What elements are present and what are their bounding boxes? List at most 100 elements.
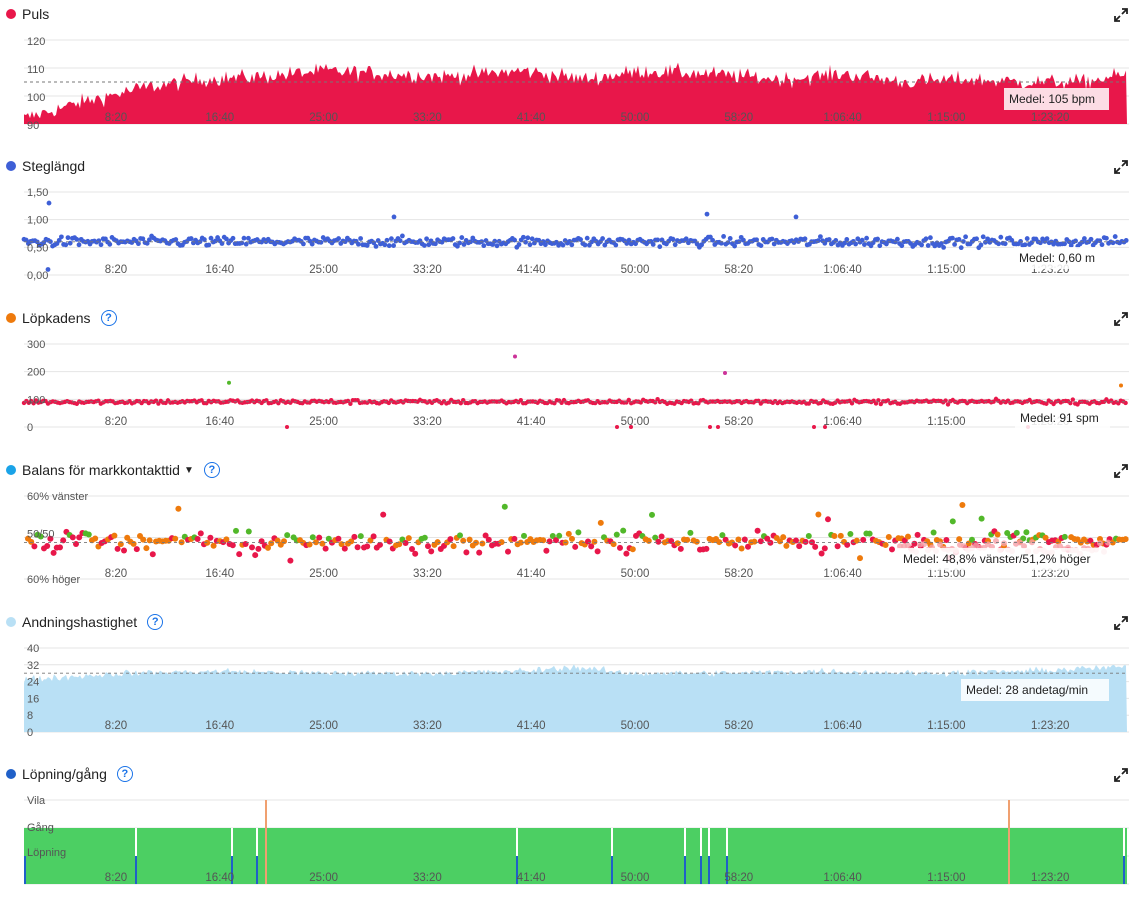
- data-point: [741, 237, 746, 243]
- data-point: [741, 536, 748, 543]
- x-tick-label: 16:40: [205, 264, 234, 276]
- data-point: [233, 527, 239, 534]
- average-label: Medel: 105 bpm: [1009, 92, 1095, 106]
- data-point: [723, 371, 727, 376]
- data-point: [683, 236, 689, 242]
- data-point: [287, 557, 294, 564]
- data-point: [421, 534, 428, 541]
- data-point: [188, 236, 194, 241]
- x-tick-label: 1:06:40: [823, 872, 861, 884]
- help-icon[interactable]: ?: [203, 462, 220, 478]
- average-label-bg: [898, 548, 1110, 570]
- data-point: [229, 542, 236, 549]
- data-point: [937, 541, 943, 548]
- data-point: [479, 540, 486, 547]
- data-point: [318, 239, 324, 245]
- data-point: [111, 532, 118, 539]
- expand-icon[interactable]: [1114, 312, 1128, 326]
- data-point: [864, 235, 869, 241]
- state-change: [1123, 828, 1125, 856]
- data-point: [512, 237, 517, 243]
- data-point: [242, 541, 249, 548]
- data-point: [961, 239, 966, 244]
- y-tick-label: 200: [27, 367, 45, 379]
- help-icon[interactable]: ?: [116, 766, 133, 782]
- data-point: [684, 536, 691, 543]
- data-point: [615, 425, 619, 429]
- data-point: [793, 537, 799, 544]
- data-point: [732, 243, 737, 249]
- data-point: [207, 534, 214, 541]
- x-tick-label: 33:20: [413, 264, 442, 276]
- data-point: [389, 236, 394, 242]
- data-point: [424, 236, 429, 242]
- x-tick-label: 16:40: [205, 720, 234, 732]
- panel-title: Puls: [22, 6, 50, 22]
- data-point: [956, 536, 963, 543]
- x-tick-label: 8:20: [105, 872, 127, 884]
- x-tick-label: 8:20: [105, 112, 127, 124]
- data-point: [882, 542, 889, 549]
- data-point: [45, 267, 51, 272]
- data-point: [873, 401, 879, 406]
- data-point: [613, 242, 619, 248]
- running-segment: [1123, 856, 1125, 884]
- y-tick-label: 100: [27, 394, 45, 406]
- data-point: [939, 241, 944, 246]
- data-point: [1099, 242, 1105, 248]
- help-icon[interactable]: ?: [100, 310, 117, 326]
- data-point: [670, 236, 676, 242]
- data-point: [655, 538, 662, 545]
- data-point: [28, 538, 35, 545]
- data-point: [727, 236, 733, 241]
- panel-title: Löpning/gång: [22, 766, 107, 782]
- data-point: [699, 242, 704, 248]
- expand-icon[interactable]: [1114, 464, 1128, 478]
- state-change: [700, 828, 702, 856]
- data-point: [351, 533, 358, 540]
- data-point: [847, 531, 854, 538]
- state-change: [726, 828, 728, 856]
- data-point: [354, 544, 361, 551]
- y-tick-label: 32: [27, 660, 39, 672]
- x-tick-label: 1:15:00: [927, 112, 965, 124]
- x-tick-label: 8:20: [105, 416, 127, 428]
- data-point: [513, 354, 517, 359]
- data-point: [1122, 536, 1129, 543]
- data-point: [543, 242, 548, 248]
- data-point: [802, 236, 808, 242]
- data-point: [511, 535, 518, 542]
- balans-chart: 60% vänster 50/50 60% höger 8:20 16:40 25:00 3…: [24, 491, 1129, 586]
- expand-icon[interactable]: [1114, 768, 1128, 782]
- data-point: [224, 236, 229, 242]
- expand-icon[interactable]: [1114, 8, 1128, 22]
- data-point: [993, 538, 999, 545]
- data-point: [525, 235, 531, 241]
- data-point: [658, 533, 665, 540]
- data-point: [485, 536, 492, 543]
- dropdown-caret-icon[interactable]: ▼: [183, 464, 194, 476]
- data-point: [466, 536, 473, 543]
- y-tick-label: Löpning: [27, 847, 66, 859]
- data-point: [1112, 234, 1118, 239]
- data-point: [1024, 236, 1030, 241]
- average-label: Medel: 91 spm: [1020, 411, 1099, 425]
- data-point: [899, 243, 905, 249]
- data-point: [543, 547, 550, 554]
- expand-icon[interactable]: [1114, 160, 1128, 174]
- data-point: [37, 533, 44, 540]
- x-tick-label: 50:00: [621, 112, 650, 124]
- x-tick-label: 8:20: [105, 568, 127, 580]
- help-icon[interactable]: ?: [147, 614, 164, 630]
- state-change: [516, 828, 518, 856]
- data-point: [994, 531, 1001, 538]
- data-point: [1105, 539, 1111, 546]
- data-point: [172, 535, 179, 542]
- expand-icon[interactable]: [1114, 616, 1128, 630]
- data-point: [653, 400, 658, 405]
- data-point: [540, 537, 547, 544]
- data-point: [591, 538, 598, 545]
- running-segment: [135, 856, 137, 884]
- data-point: [754, 237, 759, 243]
- panel-andning: Andningshastighet ? 40 32 24 16 8 0 8:20 16:40 2…: [0, 608, 1142, 760]
